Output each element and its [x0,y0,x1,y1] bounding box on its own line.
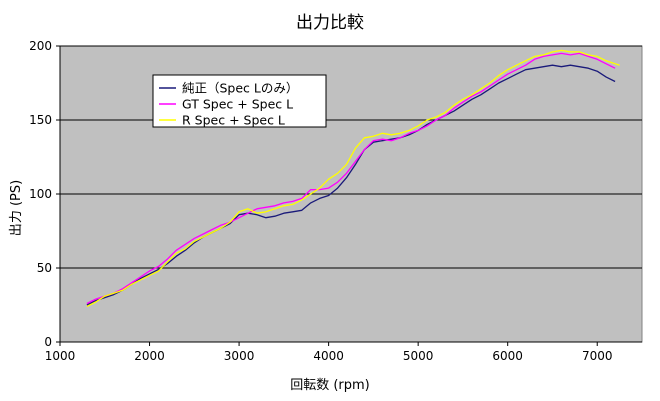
x-tick-label: 4000 [313,349,344,363]
series-line-3 [86,49,620,308]
y-tick-label: 150 [29,113,52,127]
y-axis-title: 出力 (PS) [9,180,24,236]
x-tick-label: 1000 [45,349,76,363]
legend-label: R Spec + Spec L [182,113,285,128]
y-tick-label: 100 [29,187,52,201]
series-line-2 [86,52,616,305]
x-axis-ticks: 1000 2000 3000 4000 5000 6000 7000 [45,342,613,363]
legend: 純正（Spec Lのみ）GT Spec + Spec LR Spec + Spe… [152,74,327,128]
x-tick-label: 7000 [582,349,613,363]
y-tick-label: 50 [37,261,52,275]
x-tick-label: 5000 [403,349,434,363]
x-axis-title: 回転数 (rpm) [290,378,370,393]
y-axis-ticks: 0 50 100 150 200 [29,39,60,349]
y-tick-label: 0 [44,335,52,349]
series-line-1 [86,64,616,306]
x-tick-label: 6000 [492,349,523,363]
chart-title: 出力比較 [296,13,364,33]
legend-box [152,74,327,128]
y-tick-label: 200 [29,39,52,53]
legend-label: GT Spec + Spec L [182,97,293,112]
x-tick-label: 3000 [224,349,255,363]
legend-label: 純正（Spec Lのみ） [182,81,298,96]
x-tick-label: 2000 [134,349,165,363]
series-lines [86,49,620,308]
